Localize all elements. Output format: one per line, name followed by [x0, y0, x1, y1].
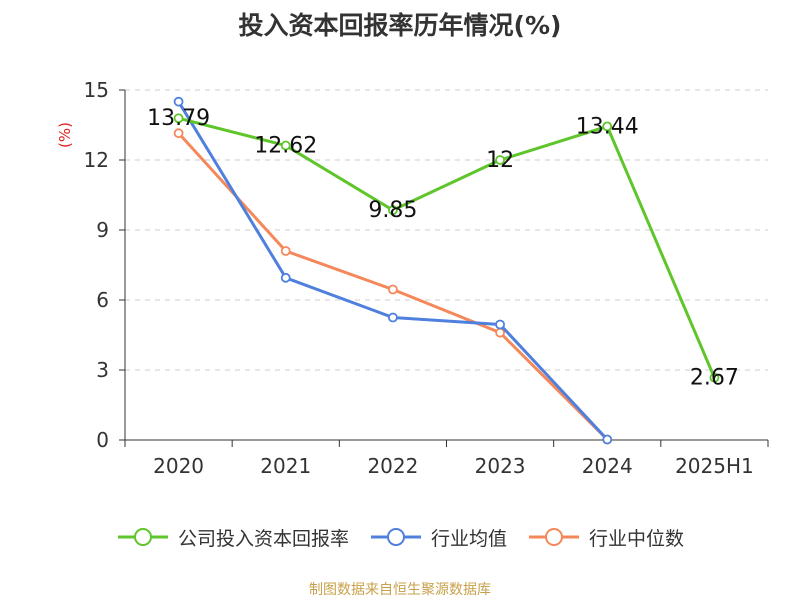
- data-label: 12: [486, 148, 514, 173]
- data-point: [173, 96, 184, 107]
- data-label: 13.79: [147, 106, 210, 131]
- data-point: [280, 246, 291, 256]
- data-point: [602, 434, 613, 445]
- legend-marker-company: [117, 528, 168, 546]
- legend-label-industry-median: 行业中位数: [589, 527, 685, 550]
- data-point: [280, 272, 291, 283]
- data-label: 9.85: [368, 198, 417, 223]
- x-tick-label: 2023: [475, 454, 526, 478]
- legend-label-industry-avg: 行业均值: [430, 527, 507, 550]
- legend-item-company[interactable]: 公司投入资本回报率: [116, 524, 349, 551]
- data-label: 2.67: [690, 366, 739, 391]
- y-tick-label: 0: [96, 428, 109, 452]
- data-point: [495, 155, 505, 165]
- data-point: [388, 284, 398, 295]
- legend-label-company: 公司投入资本回报率: [177, 527, 349, 550]
- data-point: [388, 312, 398, 323]
- x-tick-label: 2020: [153, 454, 204, 478]
- chart-title: 投入资本回报率历年情况(%): [238, 11, 562, 40]
- y-tick-label: 3: [96, 358, 109, 382]
- y-tick-label: 6: [96, 288, 109, 312]
- data-point: [602, 121, 613, 132]
- x-tick-label: 2025H1: [675, 454, 754, 478]
- y-tick-label: 12: [84, 148, 109, 172]
- legend-marker-industry-avg: [370, 528, 421, 546]
- data-point: [495, 319, 505, 330]
- legend-item-industry-median[interactable]: 行业中位数: [527, 524, 684, 551]
- source-note: 制图数据来自恒生聚源数据库: [309, 582, 491, 598]
- data-point: [280, 140, 291, 151]
- y-tick-label: 9: [96, 218, 109, 242]
- series-line: [177, 100, 609, 441]
- data-point: [495, 327, 505, 338]
- data-label: 12.62: [254, 134, 317, 159]
- series-line: [178, 116, 716, 379]
- data-point: [173, 113, 184, 124]
- x-tick-label: 2021: [260, 454, 311, 478]
- legend-item-industry-avg[interactable]: 行业均值: [369, 524, 507, 551]
- x-tick-label: 2022: [367, 454, 418, 478]
- data-point: [388, 205, 398, 216]
- data-label: 13.44: [576, 114, 639, 139]
- data-point: [173, 128, 184, 139]
- legend: 公司投入资本回报率 行业均值 行业中位数: [0, 521, 800, 553]
- y-tick-label: 15: [84, 78, 109, 102]
- x-tick-label: 2024: [582, 454, 633, 478]
- legend-marker-industry-median: [529, 528, 579, 546]
- data-point: [709, 372, 720, 383]
